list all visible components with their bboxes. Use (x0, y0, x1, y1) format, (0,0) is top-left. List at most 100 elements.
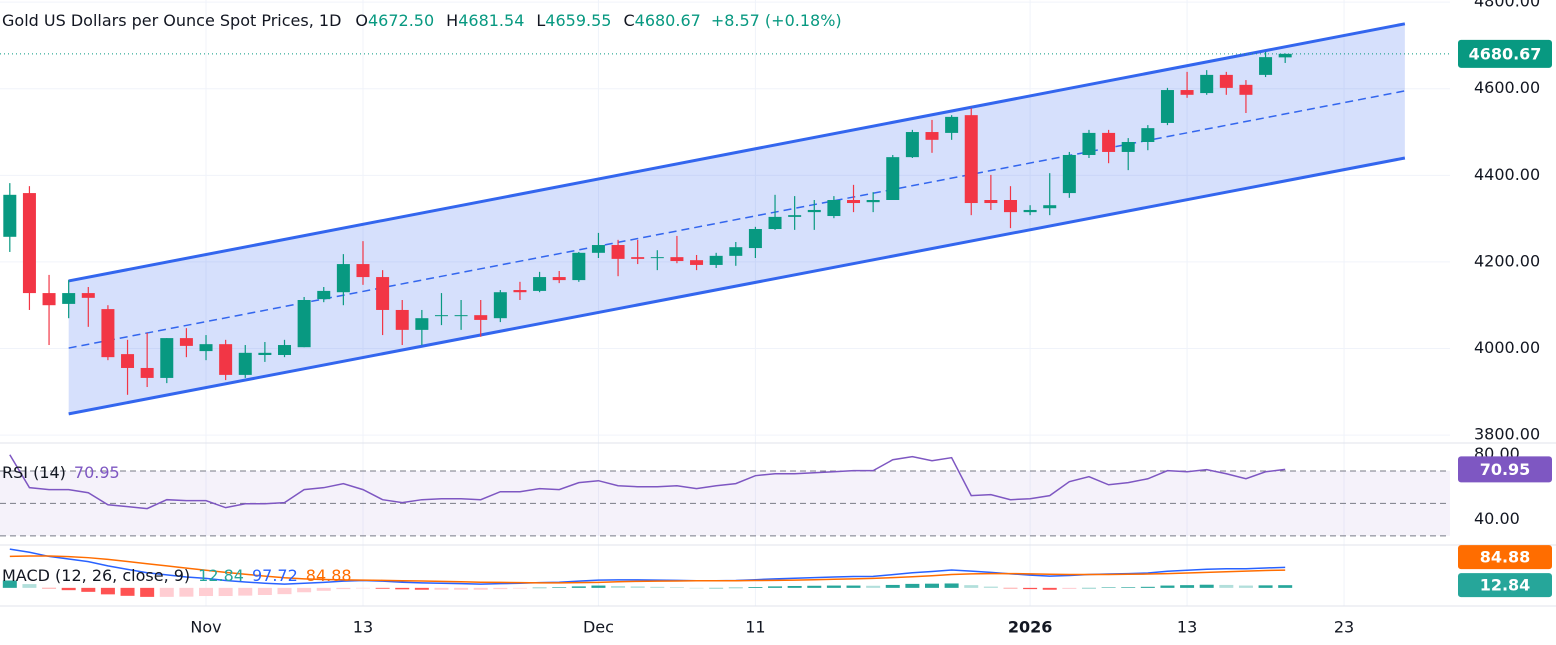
macd-histogram-bar (669, 587, 684, 588)
x-tick-label: 13 (353, 618, 373, 637)
signal-value-box (1458, 545, 1552, 570)
macd-histogram-bar (512, 587, 527, 589)
candle-body (1219, 74, 1233, 88)
candle-body (258, 352, 272, 355)
candle-body (179, 338, 193, 346)
macd-histogram-bar (199, 587, 214, 597)
rsi-value: 70.95 (74, 463, 120, 482)
macd-histogram-bar (316, 587, 331, 591)
macd-histogram-bar (1140, 586, 1155, 588)
candle-body (1023, 209, 1037, 213)
candle-body (297, 300, 311, 348)
title: Gold US Dollars per Ounce Spot Prices, 1… (2, 11, 341, 30)
y-tick-label: 4000.00 (1474, 338, 1540, 357)
macd-histogram-bar (611, 585, 626, 588)
candle-body (866, 200, 880, 203)
macd-histogram-bar (179, 587, 194, 597)
macd-histogram-bar (355, 587, 370, 589)
change: +8.57 (+0.18%) (711, 11, 842, 30)
candle-body (670, 257, 684, 262)
channel-middle (68, 90, 1406, 349)
candle-body (1121, 141, 1135, 152)
candle-body (591, 245, 605, 253)
candle-body (121, 354, 135, 368)
macd-histogram-bar (826, 585, 841, 588)
macd-histogram-bar (905, 583, 920, 588)
channel-lower (68, 156, 1406, 416)
macd-histogram-bar (1278, 585, 1293, 588)
macd-histogram-bar (42, 587, 57, 589)
macd-histogram-bar (414, 587, 429, 590)
candle-body (572, 252, 586, 281)
macd-histogram-bar (1180, 585, 1195, 588)
chart-header: Gold US Dollars per Ounce Spot Prices, 1… (2, 11, 842, 30)
candle-body (1278, 53, 1292, 58)
candle-body (160, 338, 174, 378)
candle-body (729, 247, 743, 256)
macd-histogram-bar (885, 584, 900, 588)
macd-histogram-bar (846, 585, 861, 588)
macd-histogram-bar (630, 586, 645, 588)
candle-body (62, 293, 76, 304)
macd-histogram-bar (218, 587, 233, 597)
rsi-title: RSI (14) (2, 463, 66, 482)
y-tick-label: 4400.00 (1474, 165, 1540, 184)
candle-body (1180, 90, 1194, 95)
signal-value-label: 84.88 (1480, 548, 1531, 567)
histogram-value-label: 12.84 (1480, 576, 1531, 595)
macd-histogram-bar (140, 587, 155, 597)
candle-body (140, 367, 154, 378)
macd-histogram-bar (395, 587, 410, 590)
macd-histogram-bar (689, 587, 704, 589)
candle-body (886, 157, 900, 201)
macd-histogram-bar (1003, 587, 1018, 589)
x-tick-label: 11 (745, 618, 765, 637)
candle-body (905, 132, 919, 158)
macd-histogram-bar (257, 587, 272, 595)
rsi-value-box (1458, 456, 1552, 483)
macd-histogram-bar (1062, 587, 1077, 589)
rsi-header: RSI (14) 70.95 (2, 463, 120, 482)
macd-histogram-bar (22, 584, 37, 588)
rsi-value-label: 70.95 (1480, 460, 1531, 479)
candle-body (101, 309, 115, 358)
candle-body (1062, 154, 1076, 194)
x-tick-label: Nov (190, 618, 221, 637)
macd-histogram-bar (748, 587, 763, 588)
rsi-tick-label: 40.00 (1474, 509, 1520, 528)
candle-body (317, 290, 331, 300)
candle-body (474, 315, 488, 320)
macd-histogram-bar (807, 585, 822, 588)
macd-value: 97.72 (252, 566, 298, 585)
candle-body (395, 309, 409, 330)
macd-histogram-bar (277, 587, 292, 595)
macd-histogram-bar (493, 587, 508, 590)
candle-body (376, 277, 390, 310)
macd-histogram-bar (61, 587, 76, 591)
candle-body (81, 293, 95, 298)
macd-line (9, 548, 1286, 585)
candle-body (434, 315, 448, 317)
x-tick-label: 23 (1334, 618, 1354, 637)
x-tick-label: 2026 (1008, 618, 1053, 637)
macd-histogram-bar (159, 587, 174, 597)
macd-histogram-bar (297, 587, 312, 593)
macd-histogram-bar (964, 585, 979, 588)
macd-histogram-bar (709, 587, 724, 589)
macd-histogram-bar (100, 587, 115, 595)
candle-body (1239, 84, 1253, 95)
macd-histogram-bar (473, 587, 488, 590)
y-tick-label: 3800.00 (1474, 425, 1540, 444)
macd-histogram-bar (1219, 584, 1234, 588)
macd-histogram-bar (81, 587, 96, 592)
field-key: L (536, 11, 545, 30)
field-value: 4681.54 (458, 11, 524, 30)
candle-body (42, 293, 56, 306)
macd-histogram-bar (944, 583, 959, 588)
candle-body (22, 193, 36, 294)
candle-body (415, 318, 429, 330)
candle-body (1043, 205, 1057, 209)
macd-histogram-bar (983, 586, 998, 588)
candle-body (238, 352, 252, 375)
